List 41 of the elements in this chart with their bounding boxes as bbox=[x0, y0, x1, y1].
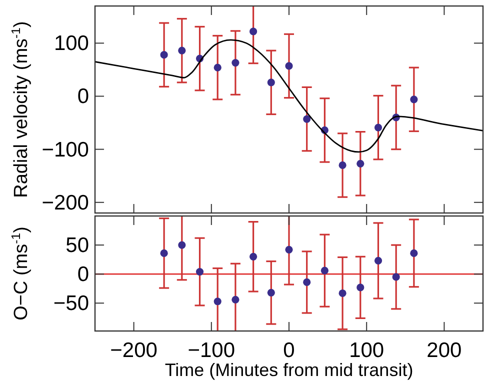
point bbox=[303, 278, 311, 286]
y-tick-label: −100 bbox=[42, 138, 89, 162]
line-series bbox=[95, 39, 483, 153]
point bbox=[178, 46, 186, 54]
point bbox=[250, 28, 258, 36]
point bbox=[320, 266, 328, 274]
point bbox=[356, 160, 364, 168]
y-tick-label: 100 bbox=[54, 32, 89, 56]
point bbox=[214, 64, 222, 72]
point bbox=[160, 249, 168, 257]
point bbox=[303, 115, 311, 123]
x-tick-label: −200 bbox=[110, 339, 158, 362]
point bbox=[267, 288, 275, 296]
point bbox=[374, 124, 382, 132]
point bbox=[285, 246, 293, 254]
point bbox=[374, 256, 382, 265]
point bbox=[356, 284, 364, 292]
x-axis-title: Time (Minutes from mid transit) bbox=[164, 360, 414, 380]
x-tick-label: 100 bbox=[349, 339, 384, 362]
point bbox=[285, 62, 293, 70]
point bbox=[214, 298, 222, 306]
point bbox=[250, 252, 258, 260]
point bbox=[392, 273, 400, 281]
y-tick-label: −200 bbox=[42, 191, 89, 214]
y-tick-label: −50 bbox=[53, 292, 89, 316]
point bbox=[178, 241, 186, 249]
y-tick-label: 50 bbox=[66, 234, 89, 258]
x-tick-label: −100 bbox=[188, 339, 236, 362]
y-tick-label: 0 bbox=[77, 85, 89, 108]
point bbox=[338, 289, 346, 298]
y-tick-label: 0 bbox=[77, 263, 89, 286]
point bbox=[196, 268, 204, 276]
point bbox=[232, 296, 240, 304]
x-tick-label: 200 bbox=[426, 339, 462, 362]
point bbox=[232, 58, 240, 67]
point bbox=[160, 51, 168, 59]
x-tick-label: 0 bbox=[283, 339, 295, 362]
point bbox=[410, 249, 418, 257]
point bbox=[267, 78, 275, 86]
point bbox=[338, 161, 346, 170]
point bbox=[410, 96, 418, 104]
